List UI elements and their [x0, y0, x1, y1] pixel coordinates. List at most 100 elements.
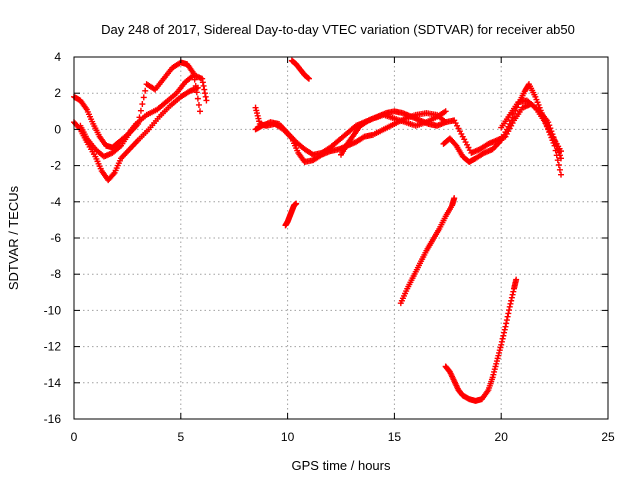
data-point — [558, 148, 565, 155]
data-point — [452, 141, 459, 148]
data-point — [509, 291, 516, 298]
data-point — [139, 101, 146, 108]
series-5 — [338, 101, 565, 162]
data-point — [506, 307, 513, 314]
data-point — [495, 352, 502, 359]
data-point — [558, 171, 565, 178]
data-point — [507, 300, 514, 307]
data-point — [502, 323, 509, 330]
x-tick-label: 15 — [388, 430, 402, 444]
series-9 — [288, 57, 312, 82]
data-point — [197, 108, 204, 115]
y-tick-label: -6 — [50, 231, 61, 245]
y-tick-label: -8 — [50, 267, 61, 281]
data-point — [552, 147, 559, 154]
series-0 — [71, 84, 201, 184]
data-point — [140, 94, 147, 101]
data-point — [195, 101, 202, 108]
x-tick-label: 20 — [495, 430, 509, 444]
data-point — [252, 104, 259, 111]
data-point — [499, 335, 506, 342]
data-point — [200, 82, 207, 89]
data-point — [555, 161, 562, 168]
data-point — [558, 155, 565, 162]
data-point — [493, 360, 500, 367]
series-3 — [252, 104, 449, 165]
data-point — [498, 338, 505, 345]
x-axis-label: GPS time / hours — [292, 458, 391, 473]
data-point — [254, 112, 261, 119]
data-point — [503, 317, 510, 324]
data-point — [554, 157, 561, 164]
data-point — [506, 120, 513, 127]
data-point — [501, 329, 508, 336]
data-point — [491, 366, 498, 373]
data-point — [534, 99, 541, 106]
x-tick-label: 5 — [177, 430, 184, 444]
x-tick-label: 0 — [71, 430, 78, 444]
data-point — [491, 368, 498, 375]
data-point — [191, 76, 198, 83]
x-tick-label: 25 — [601, 430, 615, 444]
data-point — [504, 313, 511, 320]
y-tick-label: -12 — [44, 340, 62, 354]
y-tick-label: -16 — [44, 412, 62, 426]
data-series — [71, 57, 565, 404]
data-point — [510, 288, 517, 295]
data-point — [203, 97, 210, 104]
data-point — [255, 115, 262, 122]
data-point — [500, 332, 507, 339]
data-point — [498, 341, 505, 348]
data-point — [553, 152, 560, 159]
data-point — [253, 110, 260, 117]
data-point — [201, 86, 208, 93]
data-point — [493, 358, 500, 365]
data-point — [496, 347, 503, 354]
series-8 — [282, 200, 300, 229]
data-point — [305, 75, 312, 82]
data-point — [135, 120, 142, 127]
data-point — [256, 118, 263, 125]
data-point — [193, 89, 200, 96]
data-point — [508, 117, 515, 124]
data-point — [556, 166, 563, 173]
y-tick-label: -2 — [50, 159, 61, 173]
data-point — [253, 107, 260, 114]
data-point — [110, 171, 117, 178]
chart-title: Day 248 of 2017, Sidereal Day-to-day VTE… — [101, 22, 575, 37]
data-point — [490, 371, 497, 378]
data-point — [505, 310, 512, 317]
data-point — [513, 276, 520, 283]
y-tick-label: 4 — [54, 50, 61, 64]
y-tick-label: -10 — [44, 303, 62, 317]
data-point — [496, 349, 503, 356]
data-point — [506, 303, 513, 310]
y-axis-label: SDTVAR / TECUs — [6, 185, 21, 290]
data-point — [136, 114, 143, 121]
data-point — [190, 70, 197, 77]
data-point — [511, 111, 518, 118]
x-tick-label: 10 — [281, 430, 295, 444]
y-tick-label: 2 — [54, 86, 61, 100]
data-point — [199, 79, 206, 86]
data-point — [492, 363, 499, 370]
series-1 — [71, 72, 210, 151]
series-11 — [442, 276, 520, 404]
y-tick-label: -14 — [44, 376, 62, 390]
grid-lines — [74, 57, 608, 419]
data-point — [142, 87, 149, 94]
data-point — [199, 75, 206, 82]
data-point — [293, 200, 300, 207]
data-point — [532, 93, 539, 100]
y-tick-label: -4 — [50, 195, 61, 209]
data-point — [137, 107, 144, 114]
series-7 — [498, 97, 565, 155]
series-10 — [397, 195, 458, 307]
series-2 — [77, 59, 204, 160]
data-point — [192, 82, 199, 89]
data-point — [494, 355, 501, 362]
data-point — [451, 195, 458, 202]
data-point — [508, 297, 515, 304]
